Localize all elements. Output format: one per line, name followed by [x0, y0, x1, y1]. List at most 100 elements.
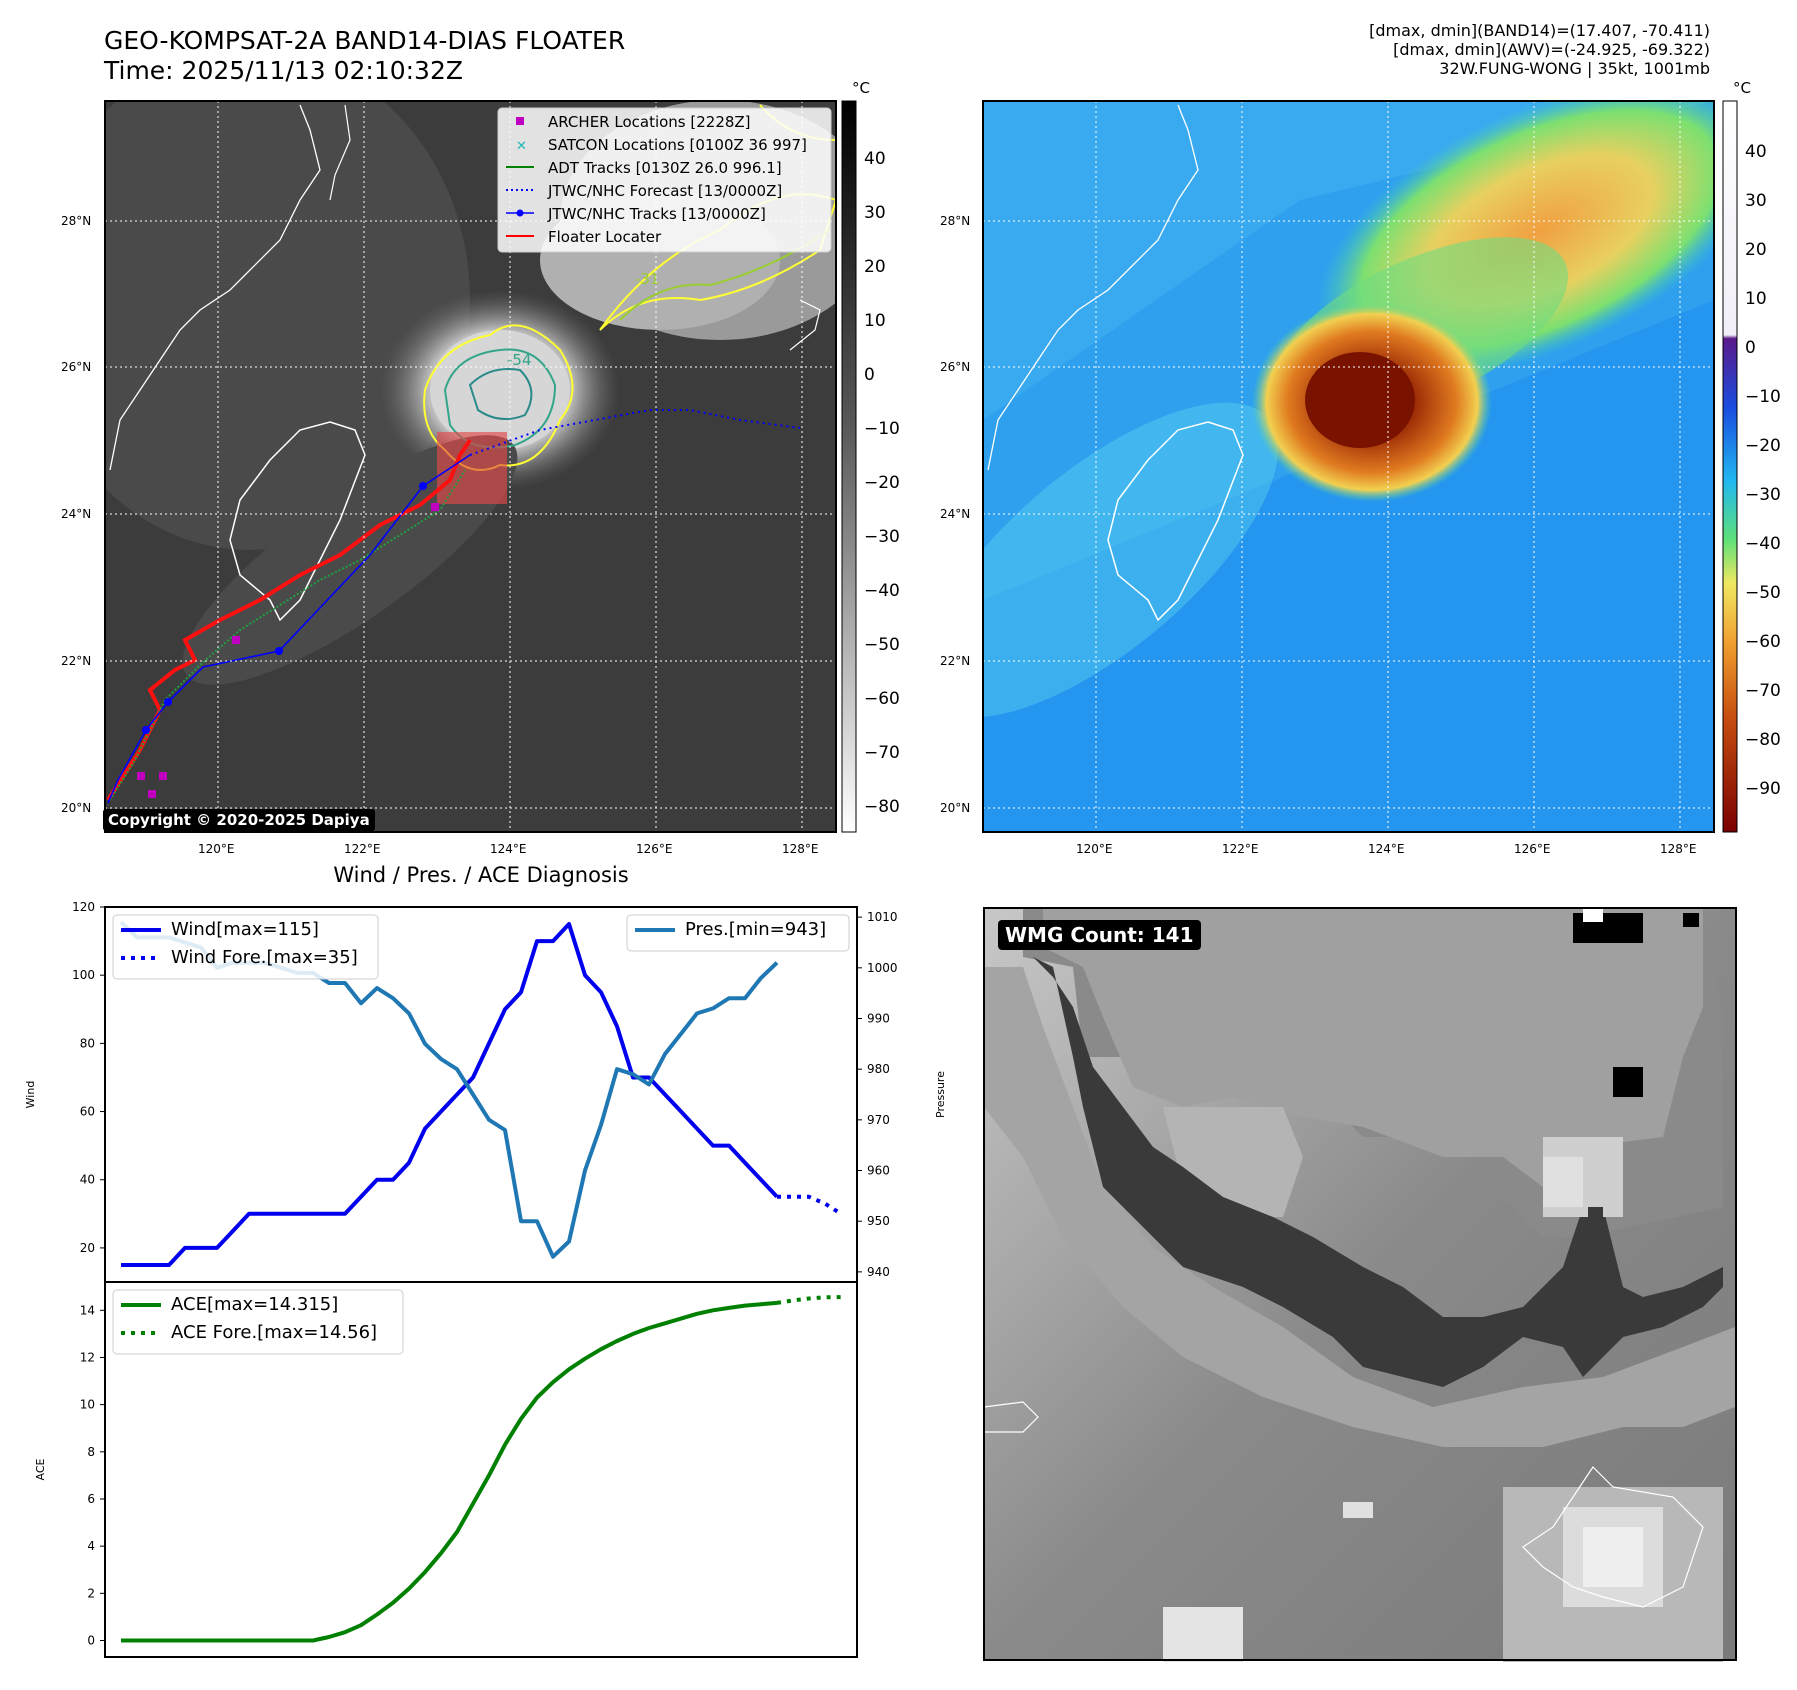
- pressure-tick-label: 990: [867, 1011, 890, 1025]
- awv-lat-label-22: 22°N: [940, 654, 970, 668]
- wind-tick-label: 100: [72, 968, 95, 982]
- adt-track: [109, 469, 466, 801]
- ace-tick-label: 4: [87, 1539, 95, 1553]
- ace-tick-label: 12: [80, 1350, 95, 1364]
- diagnosis-chart: Wind / Pres. / ACE Diagnosis204060801001…: [24, 863, 947, 1658]
- ir-colorbar: [841, 100, 857, 833]
- awv-tick-m20: −20: [1745, 436, 1781, 456]
- contour-label-54: -54: [507, 351, 532, 369]
- awv-tick-m40: −40: [1745, 534, 1781, 554]
- ir-tick-m10: −10: [864, 419, 900, 439]
- wind-tick-label: 80: [80, 1036, 95, 1050]
- ace-legend-text: ACE Fore.[max=14.56]: [171, 1322, 377, 1343]
- pressure-tick-label: 1000: [867, 961, 898, 975]
- pressure-axis-label: Pressure: [934, 1071, 947, 1118]
- floater-track: [106, 438, 472, 802]
- lon-label-128: 128°E: [782, 842, 819, 856]
- ace-tick-label: 10: [80, 1398, 95, 1412]
- ir-tick-40: 40: [864, 149, 886, 169]
- lat-label-22: 22°N: [61, 654, 91, 668]
- awv-tick-m10: −10: [1745, 387, 1781, 407]
- ace-line: [121, 1300, 778, 1643]
- info-line1: [dmax, dmin](BAND14)=(17.407, -70.411): [1369, 21, 1710, 40]
- awv-lon-label-126: 126°E: [1514, 842, 1551, 856]
- ir-colorbar-unit: °C: [852, 79, 870, 97]
- ir-tick-m30: −30: [864, 527, 900, 547]
- figure-title: GEO-KOMPSAT-2A BAND14-DIAS FLOATER Time:…: [104, 26, 625, 86]
- legend-archer: ARCHER Locations [2228Z]: [548, 113, 751, 131]
- ir-tick-m40: −40: [864, 581, 900, 601]
- awv-image: [983, 101, 1714, 832]
- lon-label-120: 120°E: [198, 842, 235, 856]
- ace-tick-label: 14: [80, 1303, 95, 1317]
- chart-title: Wind / Pres. / ACE Diagnosis: [333, 863, 628, 887]
- wind-tick-label: 40: [80, 1173, 95, 1187]
- floater-box: [437, 432, 507, 504]
- storm-info: [dmax, dmin](BAND14)=(17.407, -70.411) […: [1369, 21, 1710, 78]
- title-line2: Time: 2025/11/13 02:10:32Z: [104, 56, 463, 85]
- info-line2: [dmax, dmin](AWV)=(-24.925, -69.322): [1393, 40, 1710, 59]
- ace-tick-label: 0: [87, 1633, 95, 1647]
- awv-tick-20: 20: [1745, 240, 1767, 260]
- ace-tick-label: 8: [87, 1445, 95, 1459]
- ir-tick-m80: −80: [864, 797, 900, 817]
- awv-tick-0: 0: [1745, 338, 1756, 358]
- ir-tick-20: 20: [864, 257, 886, 277]
- awv-tick-m50: −50: [1745, 583, 1781, 603]
- legend-floater: Floater Locater: [548, 228, 662, 246]
- jtwc-forecast-track: [469, 409, 801, 456]
- satcon-legend-icon: ✕: [516, 139, 527, 154]
- ir-tick-0: 0: [864, 365, 875, 385]
- pressure-tick-label: 1010: [867, 910, 898, 924]
- wind-legend: [112, 914, 379, 980]
- awv-colorbar: [1722, 100, 1738, 833]
- ace-axis-label: ACE: [34, 1458, 47, 1480]
- wind-forecast-line: [777, 1194, 843, 1216]
- lon-label-124: 124°E: [490, 842, 527, 856]
- ace-legend-text: ACE[max=14.315]: [171, 1294, 338, 1315]
- awv-tick-m70: −70: [1745, 681, 1781, 701]
- awv-lon-label-120: 120°E: [1076, 842, 1113, 856]
- ir-tick-m20: −20: [864, 473, 900, 493]
- ace-tick-label: 2: [87, 1586, 95, 1600]
- awv-tick-40: 40: [1745, 142, 1767, 162]
- map-legend: ✕ ARCHER Locations [2228Z] SATCON Locati…: [497, 107, 832, 253]
- awv-tick-30: 30: [1745, 191, 1767, 211]
- awv-tick-m60: −60: [1745, 632, 1781, 652]
- lat-label-20: 20°N: [61, 801, 91, 815]
- wind-legend-text: Wind Fore.[max=35]: [171, 947, 358, 968]
- ir-tick-10: 10: [864, 311, 886, 331]
- lat-label-26: 26°N: [61, 360, 91, 374]
- wmg-panel: [983, 907, 1737, 1662]
- wind-tick-label: 60: [80, 1105, 95, 1119]
- pressure-tick-label: 960: [867, 1164, 890, 1178]
- awv-tick-10: 10: [1745, 289, 1767, 309]
- ace-axes-frame: [104, 1281, 858, 1658]
- pressure-tick-label: 950: [867, 1214, 890, 1228]
- wmg-count-badge: WMG Count: 141: [998, 920, 1201, 950]
- wind-line: [121, 922, 779, 1267]
- contour-label-31: -31: [635, 270, 660, 288]
- wind-axis-label: Wind: [24, 1081, 37, 1109]
- pressure-tick-label: 940: [867, 1265, 890, 1279]
- info-line3: 32W.FUNG-WONG | 35kt, 1001mb: [1439, 59, 1710, 78]
- awv-tick-m80: −80: [1745, 730, 1781, 750]
- awv-lon-label-124: 124°E: [1368, 842, 1405, 856]
- lat-label-24: 24°N: [61, 507, 91, 521]
- awv-lat-label-26: 26°N: [940, 360, 970, 374]
- ir-tick-m50: −50: [864, 635, 900, 655]
- legend-jtwc-forecast: JTWC/NHC Forecast [13/0000Z]: [547, 182, 782, 200]
- awv-lon-label-128: 128°E: [1660, 842, 1697, 856]
- ir-map-panel: -54 -31: [61, 79, 1781, 856]
- title-line1: GEO-KOMPSAT-2A BAND14-DIAS FLOATER: [104, 26, 626, 55]
- legend-jtwc-tracks: JTWC/NHC Tracks [13/0000Z]: [547, 205, 766, 223]
- pressure-legend-text: Pres.[min=943]: [685, 919, 826, 940]
- ace-tick-label: 6: [87, 1492, 95, 1506]
- awv-tick-m90: −90: [1745, 779, 1781, 799]
- lon-label-122: 122°E: [344, 842, 381, 856]
- ir-tick-m60: −60: [864, 689, 900, 709]
- ace-legend: [112, 1289, 404, 1355]
- awv-colorbar-unit: °C: [1733, 79, 1751, 97]
- pressure-tick-label: 970: [867, 1113, 890, 1127]
- wind-tick-label: 20: [80, 1241, 95, 1255]
